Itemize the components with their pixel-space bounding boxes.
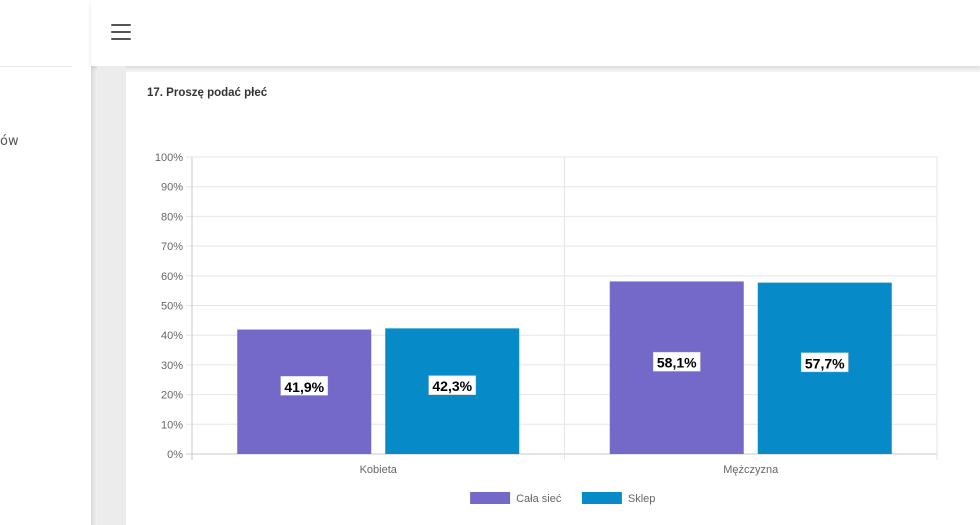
y-tick-label: 90% [161, 182, 183, 194]
data-label-box [428, 375, 477, 395]
sidebar-item-label[interactable]: ów [0, 134, 19, 149]
question-title: 17. Proszę podać płeć [147, 87, 268, 99]
sidebar-divider [0, 66, 72, 67]
x-tick-label: Mężczyzna [723, 464, 779, 476]
y-tick-label: 20% [161, 390, 183, 402]
legend-label: Cała sieć [516, 493, 562, 505]
data-label-box [652, 351, 701, 372]
data-label: 41,9% [284, 379, 324, 395]
data-label-box [280, 375, 329, 396]
y-tick-label: 60% [161, 271, 183, 283]
data-label: 42,3% [432, 378, 472, 394]
y-tick-label: 30% [161, 360, 183, 372]
hamburger-icon[interactable] [111, 24, 131, 40]
data-label: 57,7% [805, 355, 845, 371]
sidebar: ów [0, 0, 91, 525]
legend-label: Sklep [628, 493, 656, 505]
y-tick-label: 0% [167, 449, 183, 461]
top-bar [91, 0, 980, 66]
y-tick-label: 10% [161, 419, 183, 431]
content-gutter [97, 66, 126, 525]
y-tick-label: 80% [161, 211, 183, 223]
sidebar-shadow [91, 0, 97, 525]
y-tick-label: 100% [155, 152, 183, 164]
legend-swatch [581, 492, 622, 504]
legend-swatch [470, 492, 511, 504]
y-tick-label: 40% [161, 330, 183, 342]
y-tick-label: 70% [161, 241, 183, 253]
data-label-box [800, 352, 849, 373]
y-tick-label: 50% [161, 301, 183, 313]
data-label: 58,1% [657, 355, 697, 371]
x-tick-label: Kobieta [360, 464, 398, 476]
